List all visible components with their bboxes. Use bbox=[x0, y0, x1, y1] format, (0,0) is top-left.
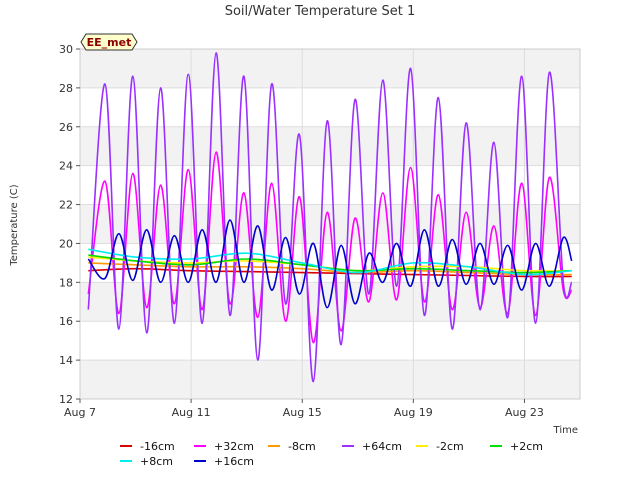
legend-label: +2cm bbox=[510, 440, 543, 453]
legend-item-plus2cm: +2cm bbox=[490, 440, 543, 453]
chart-title: Soil/Water Temperature Set 1 bbox=[225, 4, 416, 19]
legend-item-plus8cm: +8cm bbox=[120, 455, 173, 468]
series-line-plus16cm bbox=[87, 219, 573, 309]
legend-label: +8cm bbox=[140, 455, 173, 468]
y-tick-label: 28 bbox=[59, 82, 73, 95]
x-tick-label: Aug 15 bbox=[283, 406, 322, 419]
series-line-plus64cm bbox=[87, 52, 573, 383]
legend-item-plus64cm: +64cm bbox=[342, 440, 402, 453]
y-tick-label: 26 bbox=[59, 121, 73, 134]
y-tick-label: 24 bbox=[59, 160, 73, 173]
legend-item-plus16cm: +16cm bbox=[194, 455, 254, 468]
legend-label: +16cm bbox=[214, 455, 254, 468]
legend-item-minus16cm: -16cm bbox=[120, 440, 175, 453]
x-axis-label: Time bbox=[553, 425, 578, 436]
series-lines bbox=[87, 52, 573, 383]
legend-label: +64cm bbox=[362, 440, 402, 453]
background-band bbox=[80, 49, 580, 88]
legend: -16cm +32cm -8cm +64cm -2cm +2cm +8cm +16cm bbox=[120, 440, 543, 468]
legend-label: -2cm bbox=[436, 440, 464, 453]
legend-label: -16cm bbox=[140, 440, 175, 453]
series-line-minus8cm bbox=[88, 262, 572, 276]
x-tick-label: Aug 11 bbox=[172, 406, 211, 419]
x-axis-ticks: Aug 7 Aug 11 Aug 15 Aug 19 Aug 23 bbox=[64, 399, 544, 419]
legend-label: -8cm bbox=[288, 440, 316, 453]
y-axis-ticks: 12 14 16 18 20 22 24 26 28 30 bbox=[59, 43, 80, 406]
y-tick-label: 18 bbox=[59, 276, 73, 289]
badge-label: EE_met bbox=[87, 36, 132, 49]
y-tick-label: 14 bbox=[59, 354, 73, 367]
y-tick-label: 30 bbox=[59, 43, 73, 56]
badge-shape bbox=[80, 33, 138, 51]
legend-item-plus32cm: +32cm bbox=[194, 440, 254, 453]
x-tick-label: Aug 19 bbox=[394, 406, 433, 419]
y-tick-label: 16 bbox=[59, 315, 73, 328]
series-line-plus8cm bbox=[88, 248, 572, 276]
legend-label: +32cm bbox=[214, 440, 254, 453]
x-tick-label: Aug 7 bbox=[64, 406, 96, 419]
legend-item-minus2cm: -2cm bbox=[416, 440, 464, 453]
background-band bbox=[80, 360, 580, 399]
y-tick-label: 22 bbox=[59, 199, 73, 212]
legend-item-minus8cm: -8cm bbox=[268, 440, 316, 453]
plot-frame bbox=[79, 48, 581, 400]
x-tick-label: Aug 23 bbox=[505, 406, 544, 419]
y-tick-label: 20 bbox=[59, 237, 73, 250]
y-tick-label: 12 bbox=[59, 393, 73, 406]
site-badge: EE_met bbox=[80, 33, 138, 51]
y-axis-label: Temperature (C) bbox=[9, 184, 20, 266]
